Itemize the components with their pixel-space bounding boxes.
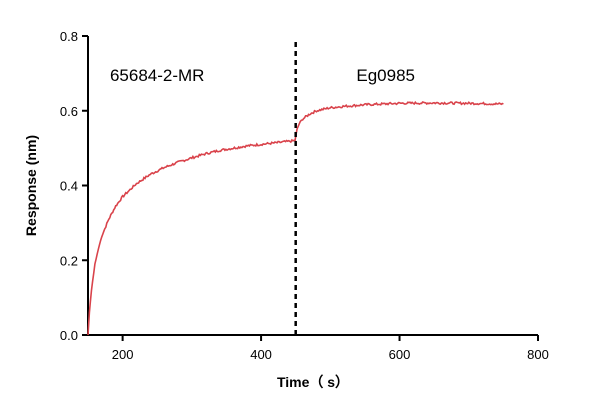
x-tick-label: 200 <box>112 347 134 362</box>
y-axis-title: Response (nm) <box>23 135 39 236</box>
y-tick-label: 0.0 <box>60 328 78 343</box>
x-axis-title: Time（ s） <box>277 374 349 390</box>
x-tick-label: 600 <box>389 347 411 362</box>
x-ticks: 200 400 600 800 <box>112 335 549 362</box>
x-tick-label: 400 <box>250 347 272 362</box>
y-tick-label: 0.6 <box>60 104 78 119</box>
series-line <box>87 100 504 336</box>
y-tick-label: 0.4 <box>60 179 78 194</box>
association-phase-label: 65684-2-MR <box>110 66 205 85</box>
y-tick-label: 0.8 <box>60 29 78 44</box>
dissociation-phase-label: Eg0985 <box>356 66 415 85</box>
x-tick-label: 800 <box>527 347 549 362</box>
y-ticks: 0.0 0.2 0.4 0.6 0.8 <box>60 29 88 343</box>
y-tick-label: 0.2 <box>60 253 78 268</box>
